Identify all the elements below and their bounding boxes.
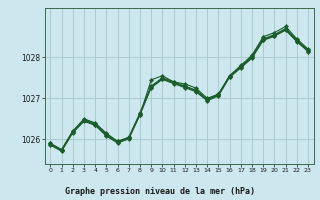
Text: Graphe pression niveau de la mer (hPa): Graphe pression niveau de la mer (hPa) [65,188,255,196]
